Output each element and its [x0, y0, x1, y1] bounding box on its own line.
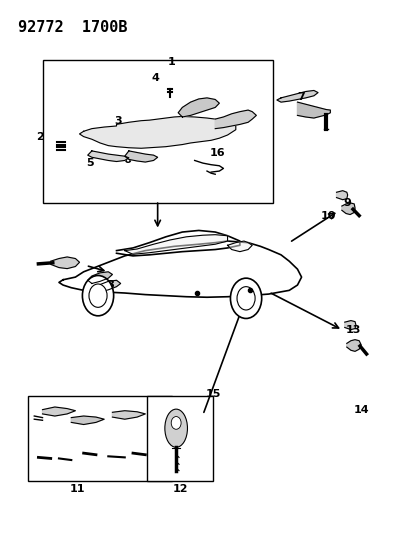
Polygon shape	[276, 91, 317, 102]
Text: 9: 9	[342, 198, 350, 208]
Polygon shape	[215, 110, 256, 128]
Bar	[43, 60, 272, 203]
Text: 5: 5	[86, 158, 93, 168]
Polygon shape	[336, 191, 347, 200]
Circle shape	[82, 276, 114, 316]
Circle shape	[237, 287, 254, 310]
Text: 10: 10	[320, 211, 335, 221]
Polygon shape	[344, 320, 355, 329]
Polygon shape	[79, 116, 235, 148]
Polygon shape	[88, 151, 128, 161]
Text: 15: 15	[205, 389, 220, 399]
Polygon shape	[51, 257, 79, 269]
Circle shape	[171, 417, 180, 429]
Circle shape	[230, 278, 261, 318]
Text: 3: 3	[114, 116, 122, 126]
Bar	[28, 397, 172, 481]
Text: 8: 8	[106, 280, 114, 290]
Polygon shape	[96, 280, 120, 292]
Polygon shape	[227, 241, 252, 252]
Polygon shape	[112, 411, 145, 419]
Text: 1: 1	[168, 58, 176, 67]
Text: 12: 12	[172, 484, 188, 494]
Polygon shape	[116, 230, 239, 256]
Text: 7: 7	[297, 92, 305, 102]
Polygon shape	[59, 241, 301, 297]
Polygon shape	[88, 272, 112, 284]
Text: 14: 14	[353, 405, 368, 415]
Polygon shape	[43, 407, 75, 416]
Text: 4: 4	[151, 73, 159, 83]
Polygon shape	[124, 151, 157, 162]
Bar	[147, 397, 213, 481]
Text: 13: 13	[344, 325, 360, 335]
Circle shape	[89, 284, 107, 308]
Polygon shape	[346, 340, 360, 351]
Polygon shape	[297, 102, 330, 118]
Text: 11: 11	[69, 484, 85, 494]
Polygon shape	[71, 416, 104, 424]
Text: 16: 16	[209, 148, 225, 158]
Text: 92772  1700B: 92772 1700B	[18, 20, 127, 35]
Polygon shape	[178, 98, 219, 117]
Text: 6: 6	[123, 156, 131, 165]
Polygon shape	[341, 203, 354, 215]
Polygon shape	[124, 235, 227, 254]
Ellipse shape	[164, 409, 187, 447]
Text: 2: 2	[36, 132, 44, 142]
